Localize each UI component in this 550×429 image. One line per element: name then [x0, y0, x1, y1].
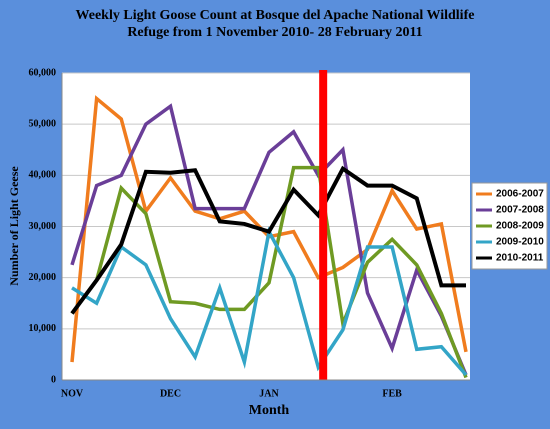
y-tick-label: 10,000 [29, 323, 57, 334]
legend-label: 2009-2010 [496, 237, 544, 248]
chart-title: Weekly Light Goose Count at Bosque del A… [76, 8, 475, 23]
legend-label: 2006-2007 [496, 189, 544, 200]
x-tick-label: JAN [259, 388, 279, 399]
y-tick-label: 60,000 [29, 67, 57, 78]
y-tick-label: 0 [51, 374, 56, 385]
y-tick-label: 40,000 [29, 170, 57, 181]
legend-label: 2007-2008 [496, 205, 544, 216]
series-line [70, 103, 468, 376]
series-line [70, 165, 466, 315]
y-axis-label: Number of Light Geese [7, 166, 21, 286]
chart-title: Refuge from 1 November 2010- 28 February… [127, 25, 422, 40]
x-tick-label: FEB [382, 388, 402, 399]
y-tick-label: 50,000 [29, 118, 57, 129]
x-axis-label: Month [249, 403, 290, 418]
y-tick-label: 20,000 [29, 272, 57, 283]
x-tick-label: NOV [61, 388, 84, 399]
legend-label: 2008-2009 [496, 221, 544, 232]
x-tick-label: DEC [160, 388, 181, 399]
legend-label: 2010-2011 [496, 253, 544, 264]
y-tick-label: 30,000 [29, 221, 57, 232]
series-line [70, 165, 468, 379]
